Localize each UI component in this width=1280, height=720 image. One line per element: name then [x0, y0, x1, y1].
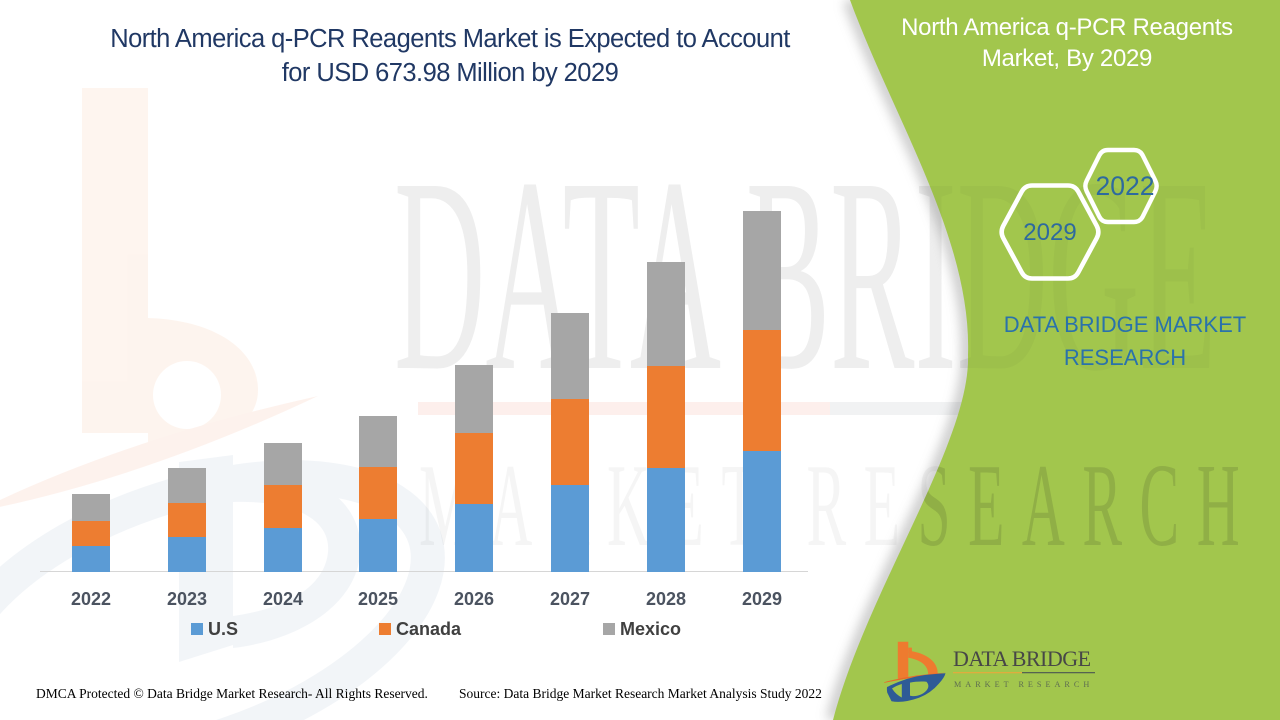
svg-text:DATA BRIDGE: DATA BRIDGE — [953, 646, 1091, 671]
svg-text:2029: 2029 — [1023, 219, 1076, 246]
svg-text:MARKET RESEARCH: MARKET RESEARCH — [419, 440, 1257, 572]
svg-text:MARKET RESEARCH: MARKET RESEARCH — [954, 680, 1093, 689]
svg-text:2022: 2022 — [1096, 171, 1155, 201]
